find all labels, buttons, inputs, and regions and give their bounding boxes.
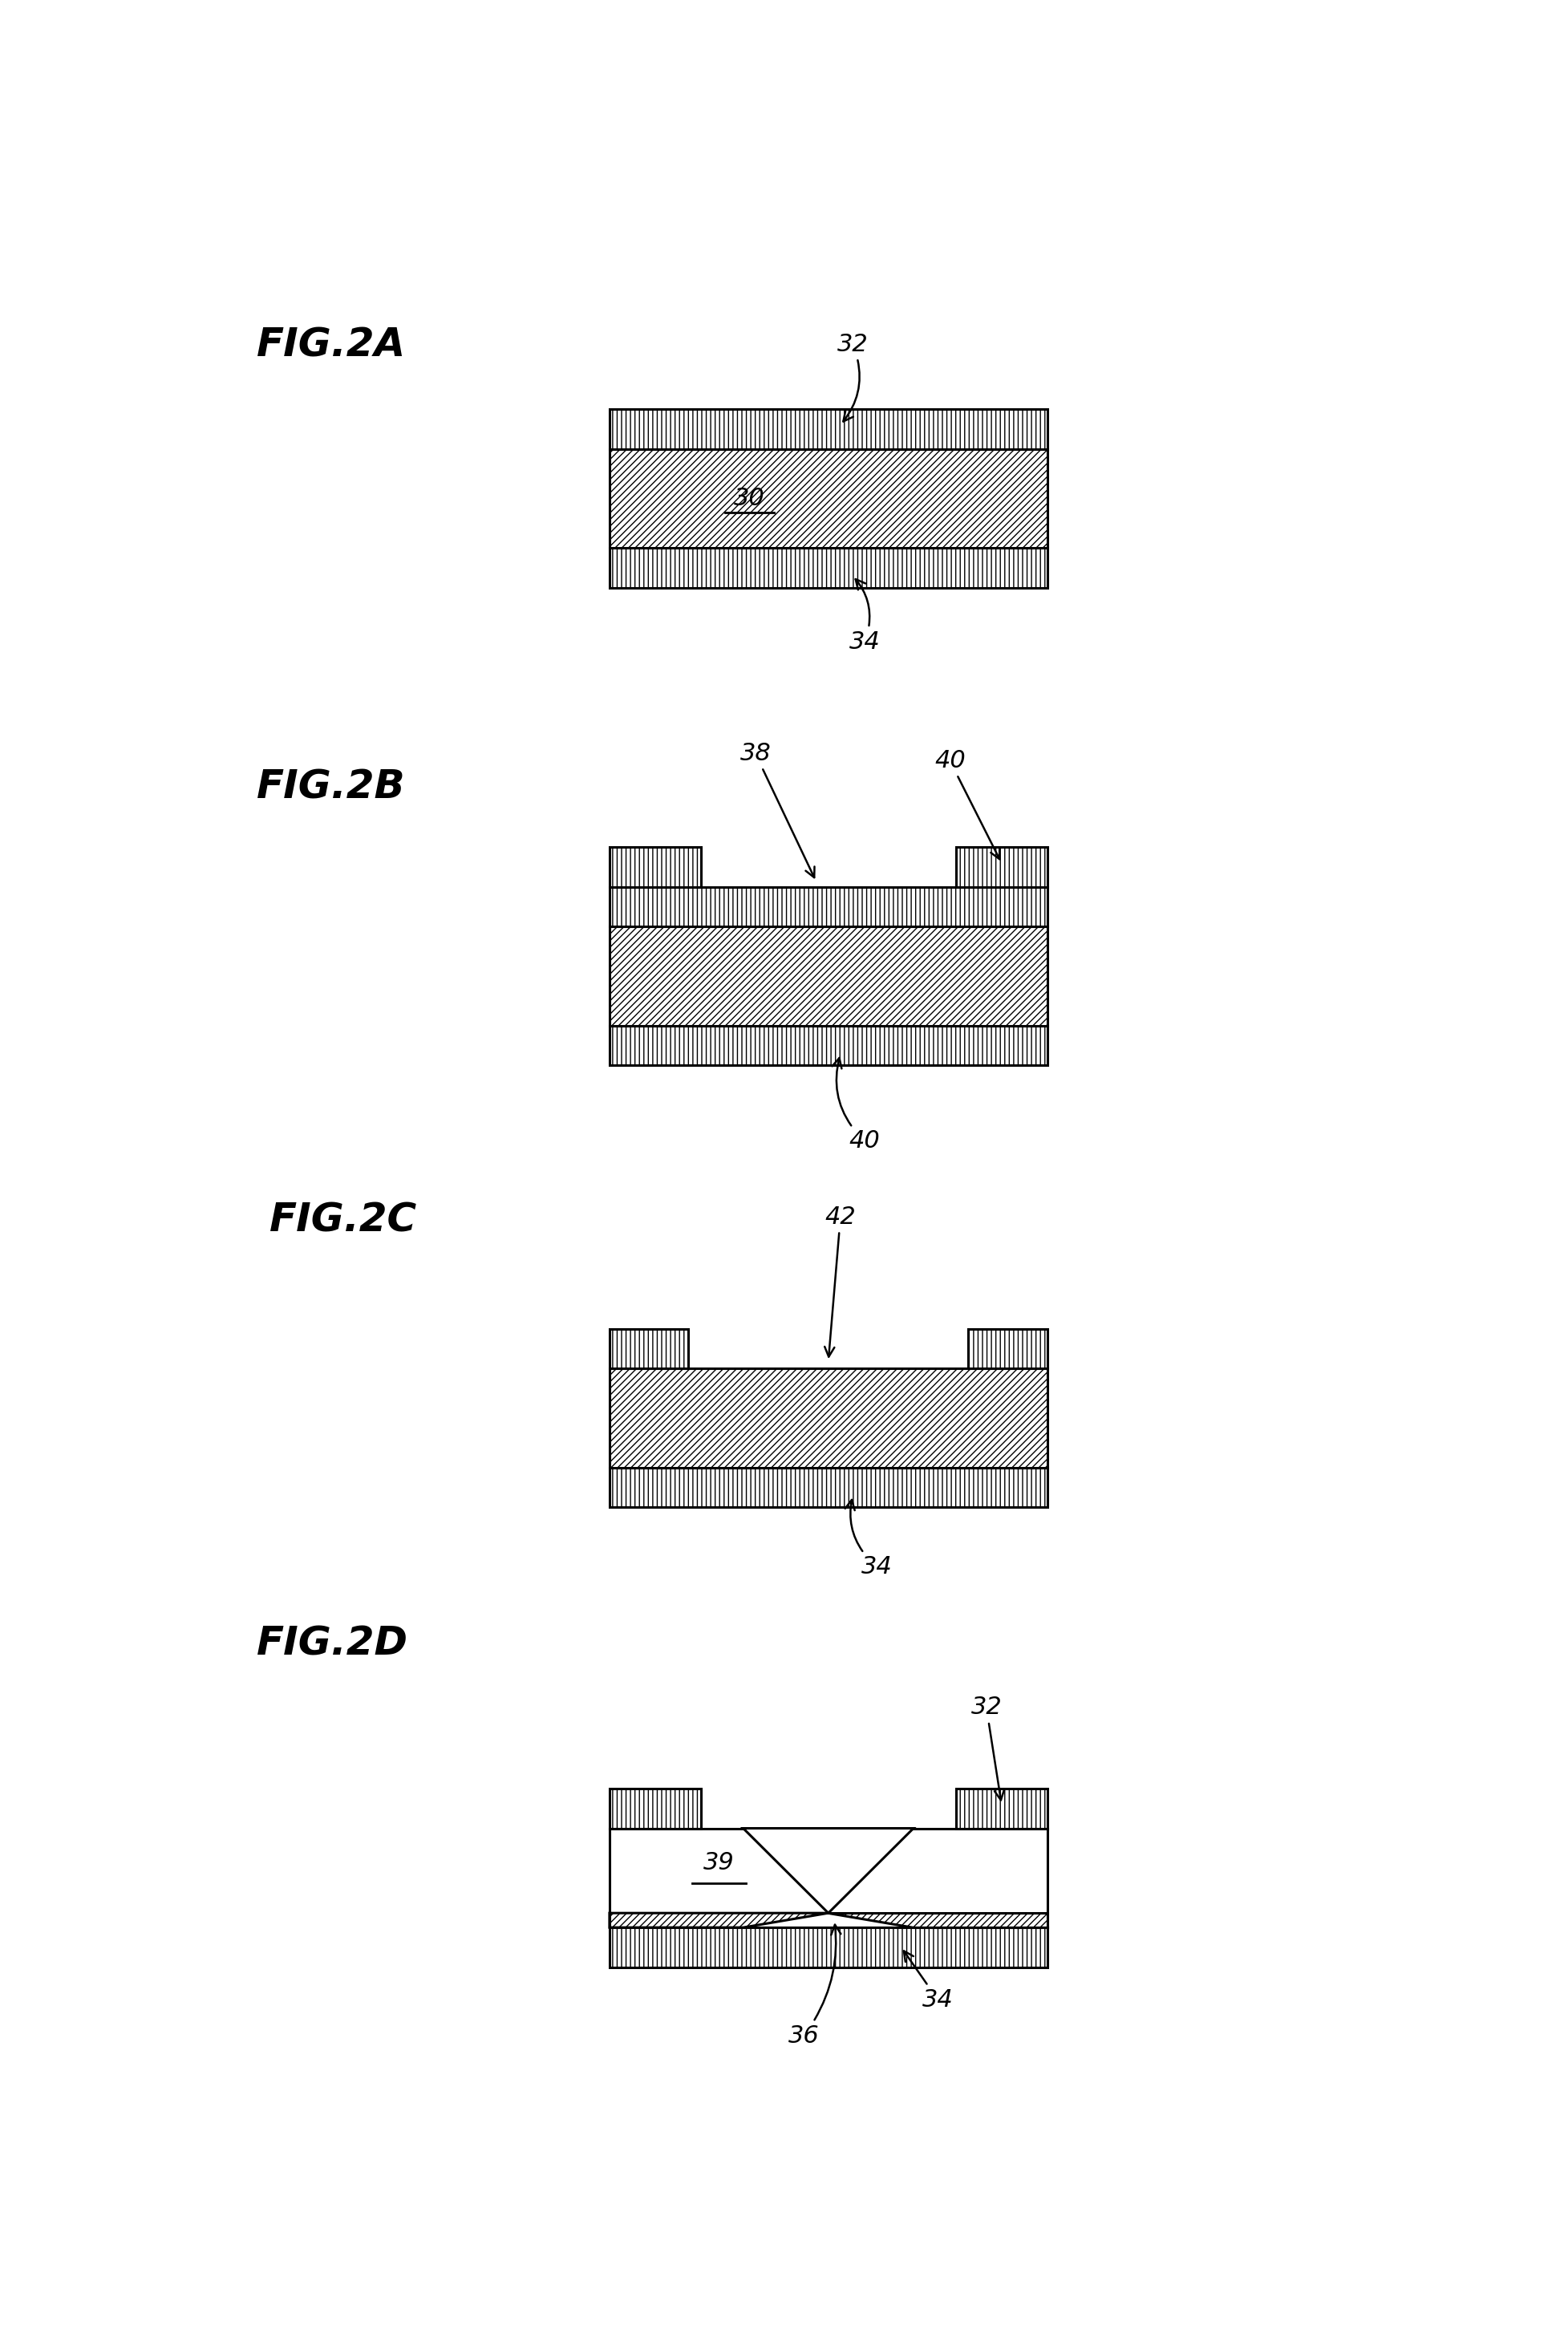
Bar (608, 1927, 1046, 1967)
Text: FIG.2B: FIG.2B (257, 768, 406, 806)
Text: 40: 40 (935, 749, 999, 860)
Text: 34: 34 (845, 1499, 892, 1579)
Text: 40: 40 (831, 1059, 880, 1152)
Bar (608, 927, 1046, 1026)
Bar (608, 888, 1046, 927)
Text: 38: 38 (740, 742, 814, 878)
Bar (608, 1368, 1046, 1468)
Polygon shape (743, 1829, 913, 1913)
Bar (608, 848, 701, 888)
Bar (608, 450, 1046, 548)
Text: 32: 32 (837, 333, 867, 422)
Text: 34: 34 (848, 578, 880, 653)
Bar (955, 1789, 1046, 1829)
Text: FIG.2A: FIG.2A (257, 326, 406, 365)
Text: 32: 32 (971, 1696, 1004, 1801)
Text: 39: 39 (702, 1853, 734, 1874)
Bar (608, 1328, 688, 1368)
Text: 34: 34 (903, 1951, 953, 2012)
Text: 30: 30 (734, 487, 765, 511)
Bar (608, 1789, 701, 1829)
Bar (608, 548, 1046, 588)
Bar (967, 1328, 1047, 1368)
Polygon shape (828, 1913, 1047, 1927)
Bar (608, 1026, 1046, 1066)
Bar (608, 410, 1046, 450)
Text: 42: 42 (825, 1206, 856, 1356)
Polygon shape (608, 1913, 828, 1927)
Text: FIG.2C: FIG.2C (270, 1201, 417, 1239)
Bar (608, 1468, 1046, 1508)
Text: 36: 36 (789, 1925, 840, 2047)
Text: FIG.2D: FIG.2D (257, 1625, 408, 1663)
Bar (955, 848, 1046, 888)
